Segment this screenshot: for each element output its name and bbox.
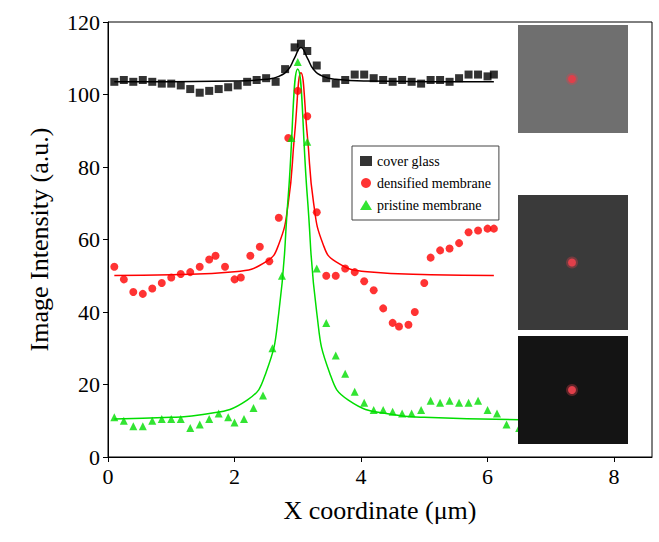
svg-text:100: 100 — [67, 82, 100, 107]
svg-text:40: 40 — [78, 300, 100, 325]
svg-text:0: 0 — [89, 445, 100, 470]
svg-text:8: 8 — [609, 464, 620, 489]
svg-text:cover glass: cover glass — [377, 154, 440, 169]
svg-text:pristine membrane: pristine membrane — [377, 198, 482, 213]
svg-text:Image Intensity (a.u.): Image Intensity (a.u.) — [25, 128, 54, 352]
svg-text:120: 120 — [67, 10, 100, 35]
svg-text:20: 20 — [78, 372, 100, 397]
svg-text:2: 2 — [229, 464, 240, 489]
svg-text:6: 6 — [482, 464, 493, 489]
svg-text:X coordinate (μm): X coordinate (μm) — [284, 496, 477, 525]
svg-text:densified membrane: densified membrane — [377, 176, 491, 191]
svg-text:4: 4 — [356, 464, 367, 489]
svg-text:80: 80 — [78, 155, 100, 180]
svg-text:0: 0 — [103, 464, 114, 489]
svg-text:60: 60 — [78, 227, 100, 252]
